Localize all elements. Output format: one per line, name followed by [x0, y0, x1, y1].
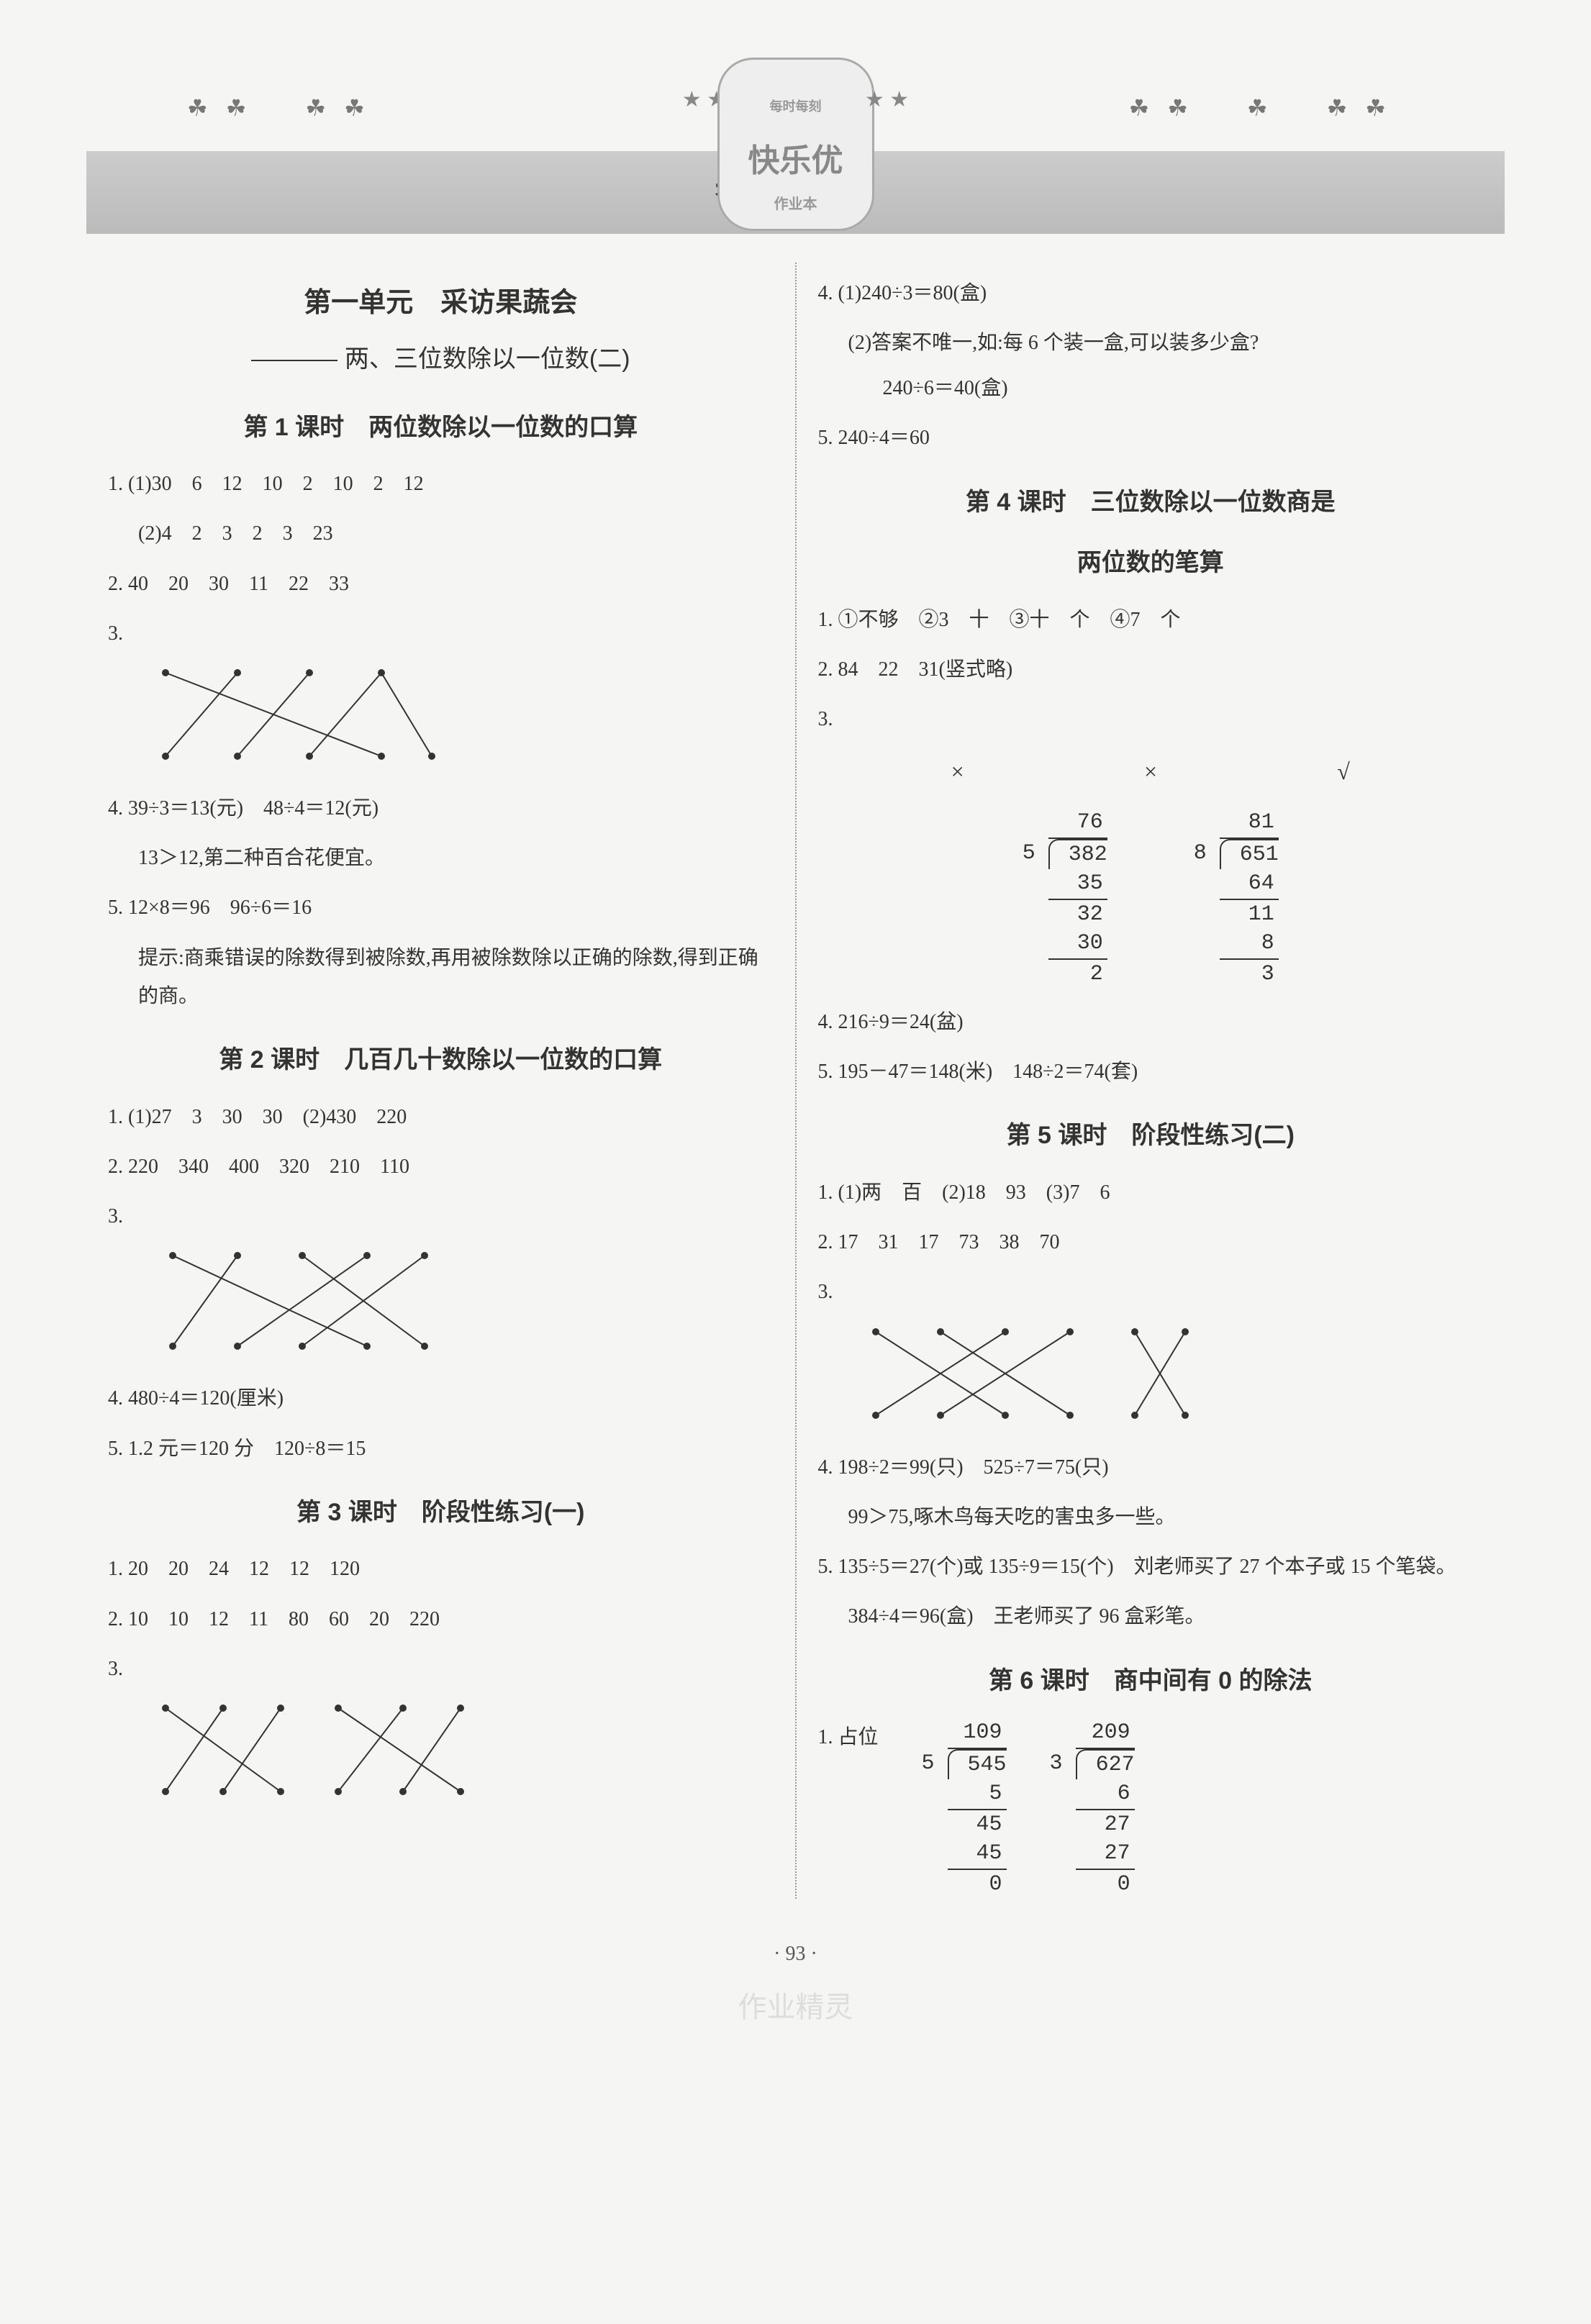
l1-a5: 5. 12×8＝96 96÷6＝16: [108, 889, 774, 927]
pre-a4c: 240÷6＝40(盒): [883, 369, 1484, 407]
lesson-2-title: 第 2 课时 几百几十数除以一位数的口算: [108, 1037, 774, 1084]
l4-a4: 4. 216÷9＝24(盆): [818, 1003, 1484, 1041]
longdiv-2: 818 651641183: [1194, 808, 1279, 989]
lesson-4-title-a: 第 4 课时 三位数除以一位数商是: [818, 479, 1484, 526]
l2-a5: 5. 1.2 元＝120 分 120÷8＝15: [108, 1430, 774, 1468]
lesson-3-title: 第 3 课时 阶段性练习(一): [108, 1489, 774, 1536]
l3-a3: 3.: [108, 1650, 774, 1688]
l2-a4: 4. 480÷4＝120(厘米): [108, 1379, 774, 1417]
lesson-5-title: 第 5 课时 阶段性练习(二): [818, 1112, 1484, 1159]
page-number: · 93 ·: [86, 1935, 1505, 1973]
l1-a2: 2. 40 20 30 11 22 33: [108, 565, 774, 603]
longdiv-1: 765 3823532302: [1023, 808, 1107, 989]
unit-title: 第一单元 采访果蔬会: [108, 277, 774, 329]
l4-a1: 1. ①不够 ②3 十 ③十 个 ④7 个: [818, 601, 1484, 639]
l5-a2: 2. 17 31 17 73 38 70: [818, 1223, 1484, 1261]
l5-a5b: 384÷4＝96(盒) 王老师买了 96 盒彩笔。: [848, 1597, 1484, 1635]
logo-sub: 作业本: [748, 191, 843, 218]
check-1: ×: [951, 750, 964, 794]
logo-text: 快乐优: [748, 143, 843, 178]
logo-top-sub: 每时每刻: [770, 99, 822, 114]
l1-a4b: 13＞12,第二种百合花便宜。: [138, 839, 774, 877]
l3-a2: 2. 10 10 12 11 80 60 20 220: [108, 1600, 774, 1638]
pre-a4b: (2)答案不唯一,如:每 6 个装一盒,可以装多少盒?: [848, 324, 1484, 362]
stars-right: ★ ★: [865, 79, 909, 120]
l2-a3: 3.: [108, 1197, 774, 1235]
l6-a1: 1. 占位: [818, 1718, 879, 1756]
l5-a4: 4. 198÷2＝99(只) 525÷7＝75(只): [818, 1448, 1484, 1486]
l2-a2: 2. 220 340 400 320 210 110: [108, 1148, 774, 1186]
l4-a3: 3.: [818, 700, 1484, 738]
check-2: ×: [1144, 750, 1157, 794]
l5-a4b: 99＞75,啄木鸟每天吃的害虫多一些。: [848, 1498, 1484, 1536]
content-columns: 第一单元 采访果蔬会 两、三位数除以一位数(二) 第 1 课时 两位数除以一位数…: [86, 263, 1505, 1899]
l5-a5: 5. 135÷5＝27(个)或 135÷9＝15(个) 刘老师买了 27 个本子…: [818, 1548, 1484, 1586]
watermark: 作业精灵: [86, 1980, 1505, 2035]
lesson-1-title: 第 1 课时 两位数除以一位数的口算: [108, 404, 774, 451]
check-3: √: [1337, 750, 1350, 794]
l4-a2: 2. 84 22 31(竖式略): [818, 650, 1484, 689]
pre-a4: 4. (1)240÷3＝80(盒): [818, 274, 1484, 312]
lesson-4-title-b: 两位数的笔算: [818, 540, 1484, 586]
match-diagram-1: [144, 664, 774, 778]
l1-a3: 3.: [108, 614, 774, 653]
lesson-6-title: 第 6 课时 商中间有 0 的除法: [818, 1658, 1484, 1705]
sprig-left: ☘☘ ☘☘: [187, 86, 383, 130]
match-diagram-2: [144, 1247, 774, 1368]
unit-subtitle: 两、三位数除以一位数(二): [108, 336, 774, 383]
l1-a1b: (2)4 2 3 2 3 23: [138, 514, 774, 553]
longdiv-3: 1095 545545450: [922, 1718, 1007, 1899]
match-diagram-4: [854, 1323, 1484, 1437]
header-decoration: ☘☘ ☘☘ ★ ★ 每时每刻 快乐优 作业本 ★ ★ ☘☘ ☘ ☘☘: [86, 58, 1505, 144]
l3-a1: 1. 20 20 24 12 12 120: [108, 1550, 774, 1588]
l1-a4: 4. 39÷3＝13(元) 48÷4＝12(元): [108, 789, 774, 827]
l2-a1: 1. (1)27 3 30 30 (2)430 220: [108, 1098, 774, 1136]
l1-a5b: 提示:商乘错误的除数得到被除数,再用被除数除以正确的除数,得到正确的商。: [138, 939, 774, 1015]
l5-a1: 1. (1)两 百 (2)18 93 (3)7 6: [818, 1174, 1484, 1212]
logo-badge: 每时每刻 快乐优 作业本: [717, 58, 874, 231]
right-column: 4. (1)240÷3＝80(盒) (2)答案不唯一,如:每 6 个装一盒,可以…: [797, 263, 1505, 1899]
longdiv-row-1: 765 3823532302 818 651641183: [818, 808, 1484, 989]
l1-a1: 1. (1)30 6 12 10 2 10 2 12: [108, 465, 774, 503]
sprig-right: ☘☘ ☘ ☘☘: [1129, 86, 1404, 130]
match-diagram-3: [144, 1699, 774, 1813]
left-column: 第一单元 采访果蔬会 两、三位数除以一位数(二) 第 1 课时 两位数除以一位数…: [86, 263, 797, 1899]
l5-a3: 3.: [818, 1273, 1484, 1311]
check-row: × × √: [861, 750, 1441, 794]
pre-a5: 5. 240÷4＝60: [818, 419, 1484, 457]
l4-a5: 5. 195－47＝148(米) 148÷2＝74(套): [818, 1053, 1484, 1091]
longdiv-4: 2093 627627270: [1050, 1718, 1135, 1899]
